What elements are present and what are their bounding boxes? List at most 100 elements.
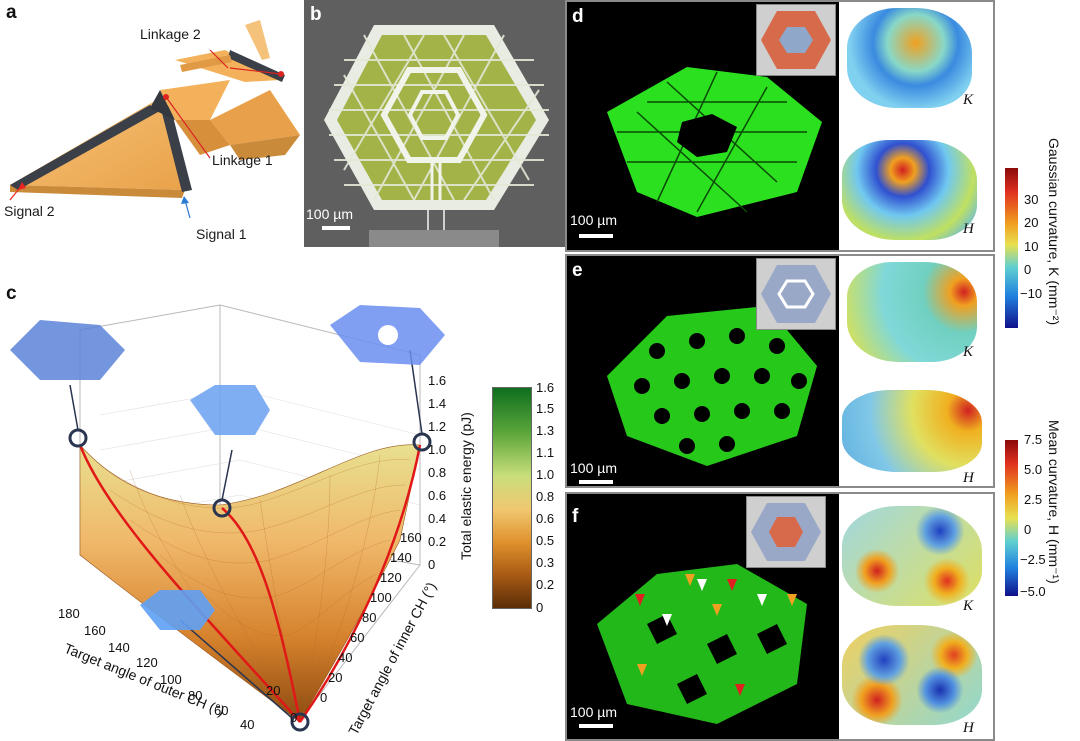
energy-colorbar xyxy=(492,387,532,609)
panel-e-scale-text: 100 µm xyxy=(570,460,617,476)
y-tick: 120 xyxy=(380,570,402,585)
z-tick: 0 xyxy=(428,557,436,572)
z-tick: 1.0 xyxy=(428,442,447,457)
mean-tick: −5.0 xyxy=(1020,584,1046,599)
y-tick: 20 xyxy=(328,670,343,685)
inset-config-top-left xyxy=(10,320,125,380)
linkage-bar-left xyxy=(10,105,158,190)
x-tick: 180 xyxy=(58,606,80,621)
panel-e-H-label: H xyxy=(963,470,974,486)
x-tick: 0 xyxy=(290,710,298,725)
gaussian-tick: 30 xyxy=(1024,192,1039,207)
z-axis-title: Total elastic energy (pJ) xyxy=(458,412,474,560)
energy-colorbar-tick: 0.5 xyxy=(536,533,555,548)
energy-colorbar-tick: 1.0 xyxy=(536,467,555,482)
mean-colorbar xyxy=(1005,440,1018,596)
panel-d-H-label: H xyxy=(963,221,974,237)
panel-b-scale-bar xyxy=(322,226,350,230)
energy-colorbar-tick: 1.5 xyxy=(536,401,555,416)
panel-f-K-label: K xyxy=(963,598,974,614)
z-tick: 0.4 xyxy=(428,511,447,526)
state-markers xyxy=(68,428,432,732)
z-tick: 1.6 xyxy=(428,373,447,388)
energy-colorbar-tick: 0.6 xyxy=(536,511,555,526)
panel-d-scale-text: 100 µm xyxy=(570,212,617,228)
y-tick: 40 xyxy=(338,650,353,665)
panel-c-energy-surface xyxy=(10,304,445,732)
panel-d-scale-bar xyxy=(579,234,613,238)
x-tick: 160 xyxy=(84,623,106,638)
panel-d-K-map xyxy=(847,8,972,108)
panel-e-K-map xyxy=(847,262,977,362)
panel-f-scale-text: 100 µm xyxy=(570,704,617,720)
gaussian-tick: 10 xyxy=(1024,239,1039,254)
linkage-1-label: Linkage 1 xyxy=(212,152,273,168)
x-tick: 80 xyxy=(188,688,203,703)
energy-colorbar-tick: 0.3 xyxy=(536,555,555,570)
z-tick: 1.2 xyxy=(428,419,447,434)
x-tick: 140 xyxy=(108,640,130,655)
y-tick: 80 xyxy=(362,610,377,625)
x-tick: 40 xyxy=(240,717,255,732)
panel-e-H-map xyxy=(842,390,982,472)
gaussian-tick: −10 xyxy=(1020,286,1043,301)
panel-c-label: c xyxy=(6,283,17,304)
gaussian-tick: 0 xyxy=(1024,262,1032,277)
z-tick: 0.8 xyxy=(428,465,447,480)
fold-markers xyxy=(635,574,797,696)
panel-a-linkage-illustration xyxy=(9,20,300,219)
y-tick: 140 xyxy=(390,550,412,565)
panel-b-label: b xyxy=(310,4,322,25)
mean-tick: −2.5 xyxy=(1020,552,1046,567)
y-tick: 160 xyxy=(400,530,422,545)
hexagon-device-image xyxy=(304,0,567,247)
mean-tick: 2.5 xyxy=(1024,492,1043,507)
panel-f-inset xyxy=(746,496,826,568)
panel-f-K-map xyxy=(842,506,982,606)
energy-colorbar-tick: 0.8 xyxy=(536,489,555,504)
panel-d-H-map xyxy=(842,140,977,240)
gaussian-tick: 20 xyxy=(1024,215,1039,230)
signal-2-label: Signal 2 xyxy=(4,203,55,219)
energy-surface xyxy=(79,444,421,723)
gaussian-colorbar xyxy=(1005,168,1018,328)
linkage-2-label: Linkage 2 xyxy=(140,26,201,42)
inset-config-flat xyxy=(140,590,215,630)
minimum-energy-paths xyxy=(78,444,422,723)
x-tick: 100 xyxy=(160,672,182,687)
panel-d-label: d xyxy=(572,6,584,27)
mean-tick: 0 xyxy=(1024,522,1032,537)
mean-tick: 5.0 xyxy=(1024,462,1043,477)
panel-f-label: f xyxy=(572,506,579,527)
linkage-bar-right xyxy=(160,105,192,192)
panel-e-label: e xyxy=(572,260,583,281)
panel-f-H-map xyxy=(842,625,982,725)
signal-1-label: Signal 1 xyxy=(196,226,247,242)
energy-colorbar-tick: 1.6 xyxy=(536,380,555,395)
panel-e-inset xyxy=(756,258,836,330)
panel-a-label: a xyxy=(6,2,17,23)
z-tick: 1.4 xyxy=(428,396,447,411)
panel-f-scale-bar xyxy=(579,724,613,728)
panel-b-micrograph xyxy=(304,0,567,247)
energy-colorbar-tick: 1.3 xyxy=(536,423,555,438)
panel-b-scale-text: 100 µm xyxy=(306,206,353,222)
y-tick: 0 xyxy=(320,690,328,705)
energy-colorbar-tick: 0.2 xyxy=(536,577,555,592)
energy-colorbar-tick: 1.1 xyxy=(536,445,555,460)
panel-f-H-label: H xyxy=(963,720,974,736)
x-tick: 20 xyxy=(266,683,281,698)
panel-e-K-label: K xyxy=(963,344,974,360)
y-tick: 60 xyxy=(350,630,365,645)
mean-colorbar-title: Mean curvature, H (mm⁻¹) xyxy=(1046,420,1062,584)
x-tick: 60 xyxy=(214,703,229,718)
z-tick: 0.2 xyxy=(428,534,447,549)
energy-colorbar-tick: 0 xyxy=(536,600,544,615)
panel-e-scale-bar xyxy=(579,480,613,484)
z-tick: 0.6 xyxy=(428,488,447,503)
mean-tick: 7.5 xyxy=(1024,432,1043,447)
panel-d-K-label: K xyxy=(963,92,974,108)
panel-d-inset xyxy=(756,4,836,76)
x-tick: 120 xyxy=(136,655,158,670)
y-tick: 100 xyxy=(370,590,392,605)
